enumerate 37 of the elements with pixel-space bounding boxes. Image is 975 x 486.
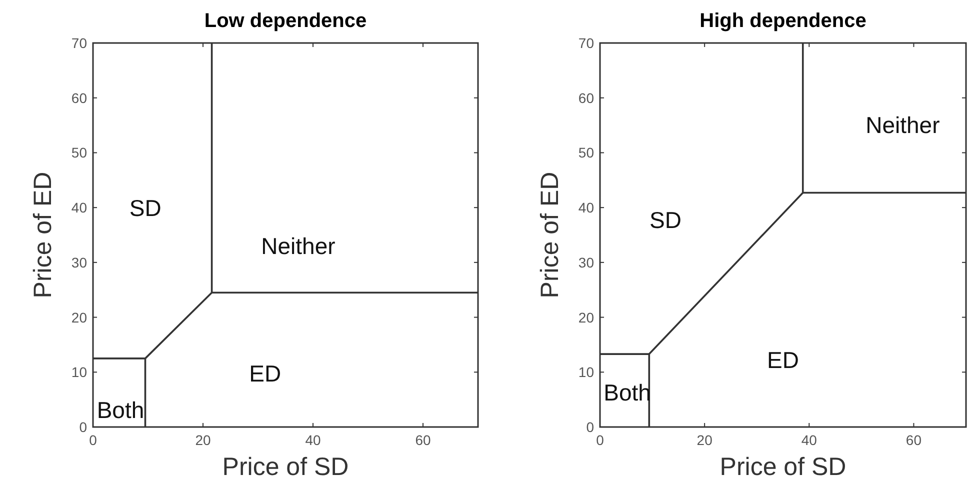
x-tick-label: 20 xyxy=(696,432,713,448)
y-tick-label: 10 xyxy=(578,364,594,380)
annotation: SD xyxy=(129,194,162,221)
y-tick-label: 70 xyxy=(71,35,88,51)
x-tick-label: 0 xyxy=(89,432,98,448)
y-tick-label: 50 xyxy=(578,144,594,161)
x-tick-label: 60 xyxy=(906,432,922,448)
y-tick-label: 10 xyxy=(71,364,88,380)
y-tick-label: 30 xyxy=(578,254,594,270)
x-tick-label: 40 xyxy=(801,432,818,448)
chart-title: Low dependence xyxy=(204,10,367,32)
x-tick-label: 20 xyxy=(195,432,211,448)
annotation: SD xyxy=(650,207,682,234)
y-axis-title: Price of ED xyxy=(536,172,564,298)
x-tick-label: 60 xyxy=(415,432,431,448)
y-tick-label: 0 xyxy=(586,419,594,435)
y-tick-label: 60 xyxy=(71,90,88,106)
y-axis-title: Price of ED xyxy=(29,172,57,298)
y-tick-label: 40 xyxy=(578,200,594,216)
y-tick-label: 30 xyxy=(71,254,88,270)
y-tick-label: 70 xyxy=(578,35,594,51)
annotation: Both xyxy=(96,396,144,423)
annotation: Neither xyxy=(866,112,940,138)
y-tick-label: 50 xyxy=(71,144,88,161)
x-axis-title: Price of SD xyxy=(720,453,846,481)
y-tick-label: 40 xyxy=(71,200,88,216)
x-axis-title: Price of SD xyxy=(222,453,349,481)
y-tick-label: 20 xyxy=(71,309,88,326)
chart-title: High dependence xyxy=(700,10,866,32)
y-tick-label: 20 xyxy=(578,309,594,326)
y-tick-label: 60 xyxy=(578,90,594,106)
annotation: ED xyxy=(249,360,282,387)
y-tick-label: 0 xyxy=(79,419,88,435)
annotation: ED xyxy=(767,347,799,374)
x-tick-label: 40 xyxy=(305,432,321,448)
x-tick-label: 0 xyxy=(596,432,604,448)
annotation: Neither xyxy=(261,233,336,260)
